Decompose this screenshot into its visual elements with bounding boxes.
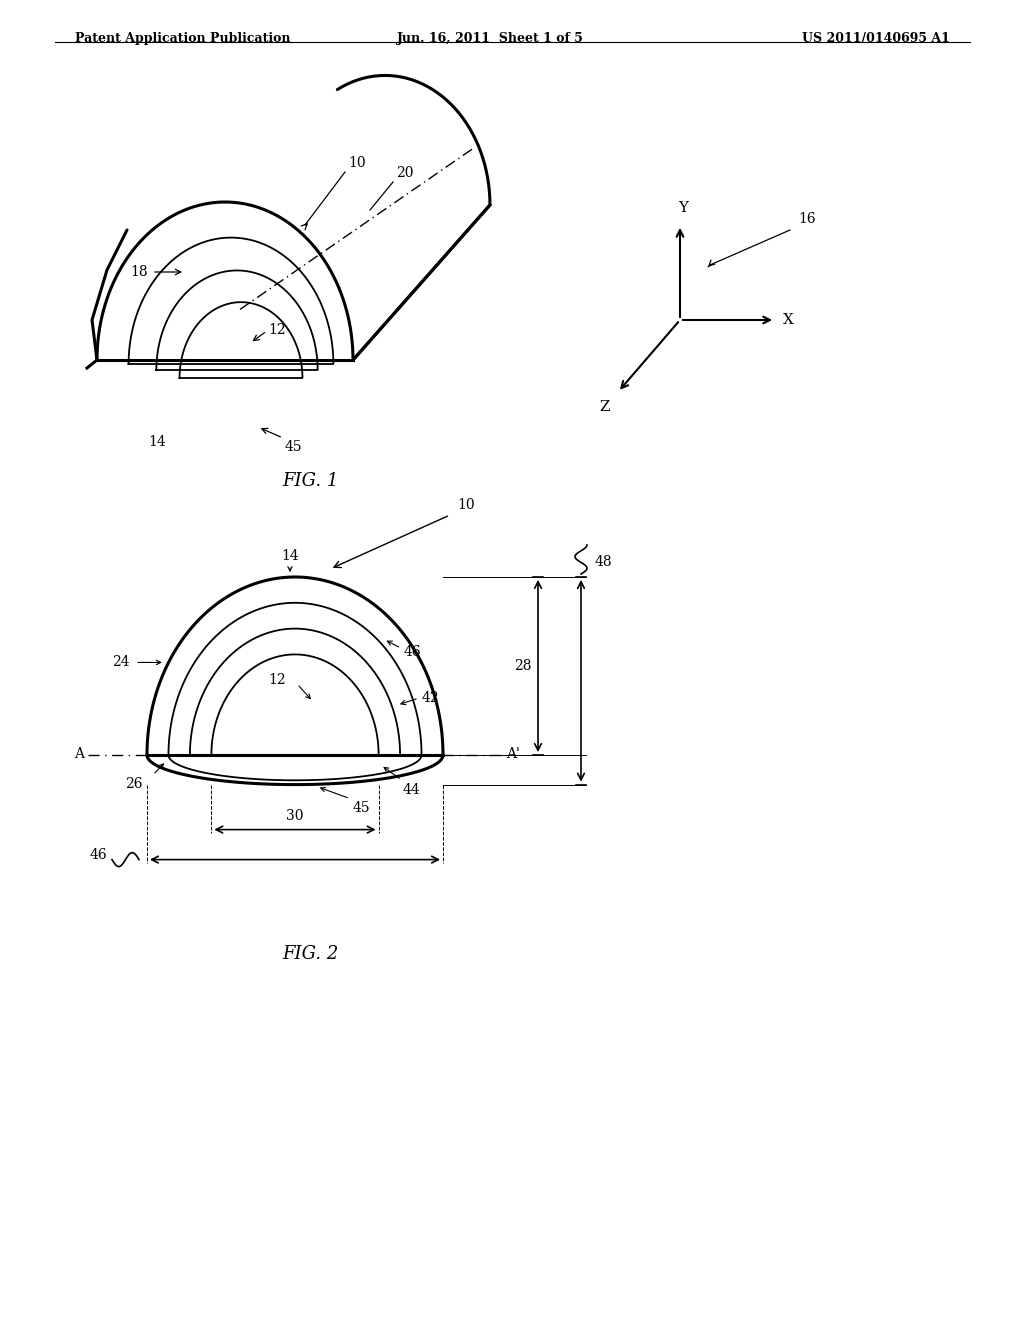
Text: Patent Application Publication: Patent Application Publication	[75, 32, 291, 45]
Text: 10: 10	[348, 156, 366, 170]
Text: 12: 12	[268, 673, 286, 688]
Text: 24: 24	[112, 656, 129, 669]
Text: 26: 26	[125, 777, 142, 791]
Text: 44: 44	[403, 783, 421, 797]
Text: X: X	[783, 313, 794, 327]
Text: FIG. 1: FIG. 1	[282, 473, 338, 490]
Text: 14: 14	[148, 436, 166, 449]
Text: 18: 18	[130, 265, 148, 279]
Text: 48: 48	[595, 554, 612, 569]
Text: 16: 16	[798, 213, 816, 226]
Text: 46: 46	[89, 847, 106, 862]
Text: 12: 12	[268, 323, 286, 337]
Text: 14: 14	[282, 549, 299, 564]
Text: 20: 20	[396, 166, 414, 180]
Text: FIG. 2: FIG. 2	[282, 945, 338, 964]
Text: 30: 30	[287, 809, 304, 822]
Text: 42: 42	[421, 692, 439, 705]
Text: Jun. 16, 2011  Sheet 1 of 5: Jun. 16, 2011 Sheet 1 of 5	[396, 32, 584, 45]
Text: 45: 45	[353, 801, 371, 814]
Text: 10: 10	[457, 498, 475, 512]
Text: Y: Y	[678, 201, 688, 215]
Text: 45: 45	[285, 440, 303, 454]
Text: US 2011/0140695 A1: US 2011/0140695 A1	[802, 32, 950, 45]
Text: A: A	[74, 747, 84, 762]
Text: 46: 46	[403, 644, 421, 659]
Text: 28: 28	[514, 659, 532, 673]
Text: Z: Z	[599, 400, 610, 414]
Text: A': A'	[506, 747, 520, 762]
